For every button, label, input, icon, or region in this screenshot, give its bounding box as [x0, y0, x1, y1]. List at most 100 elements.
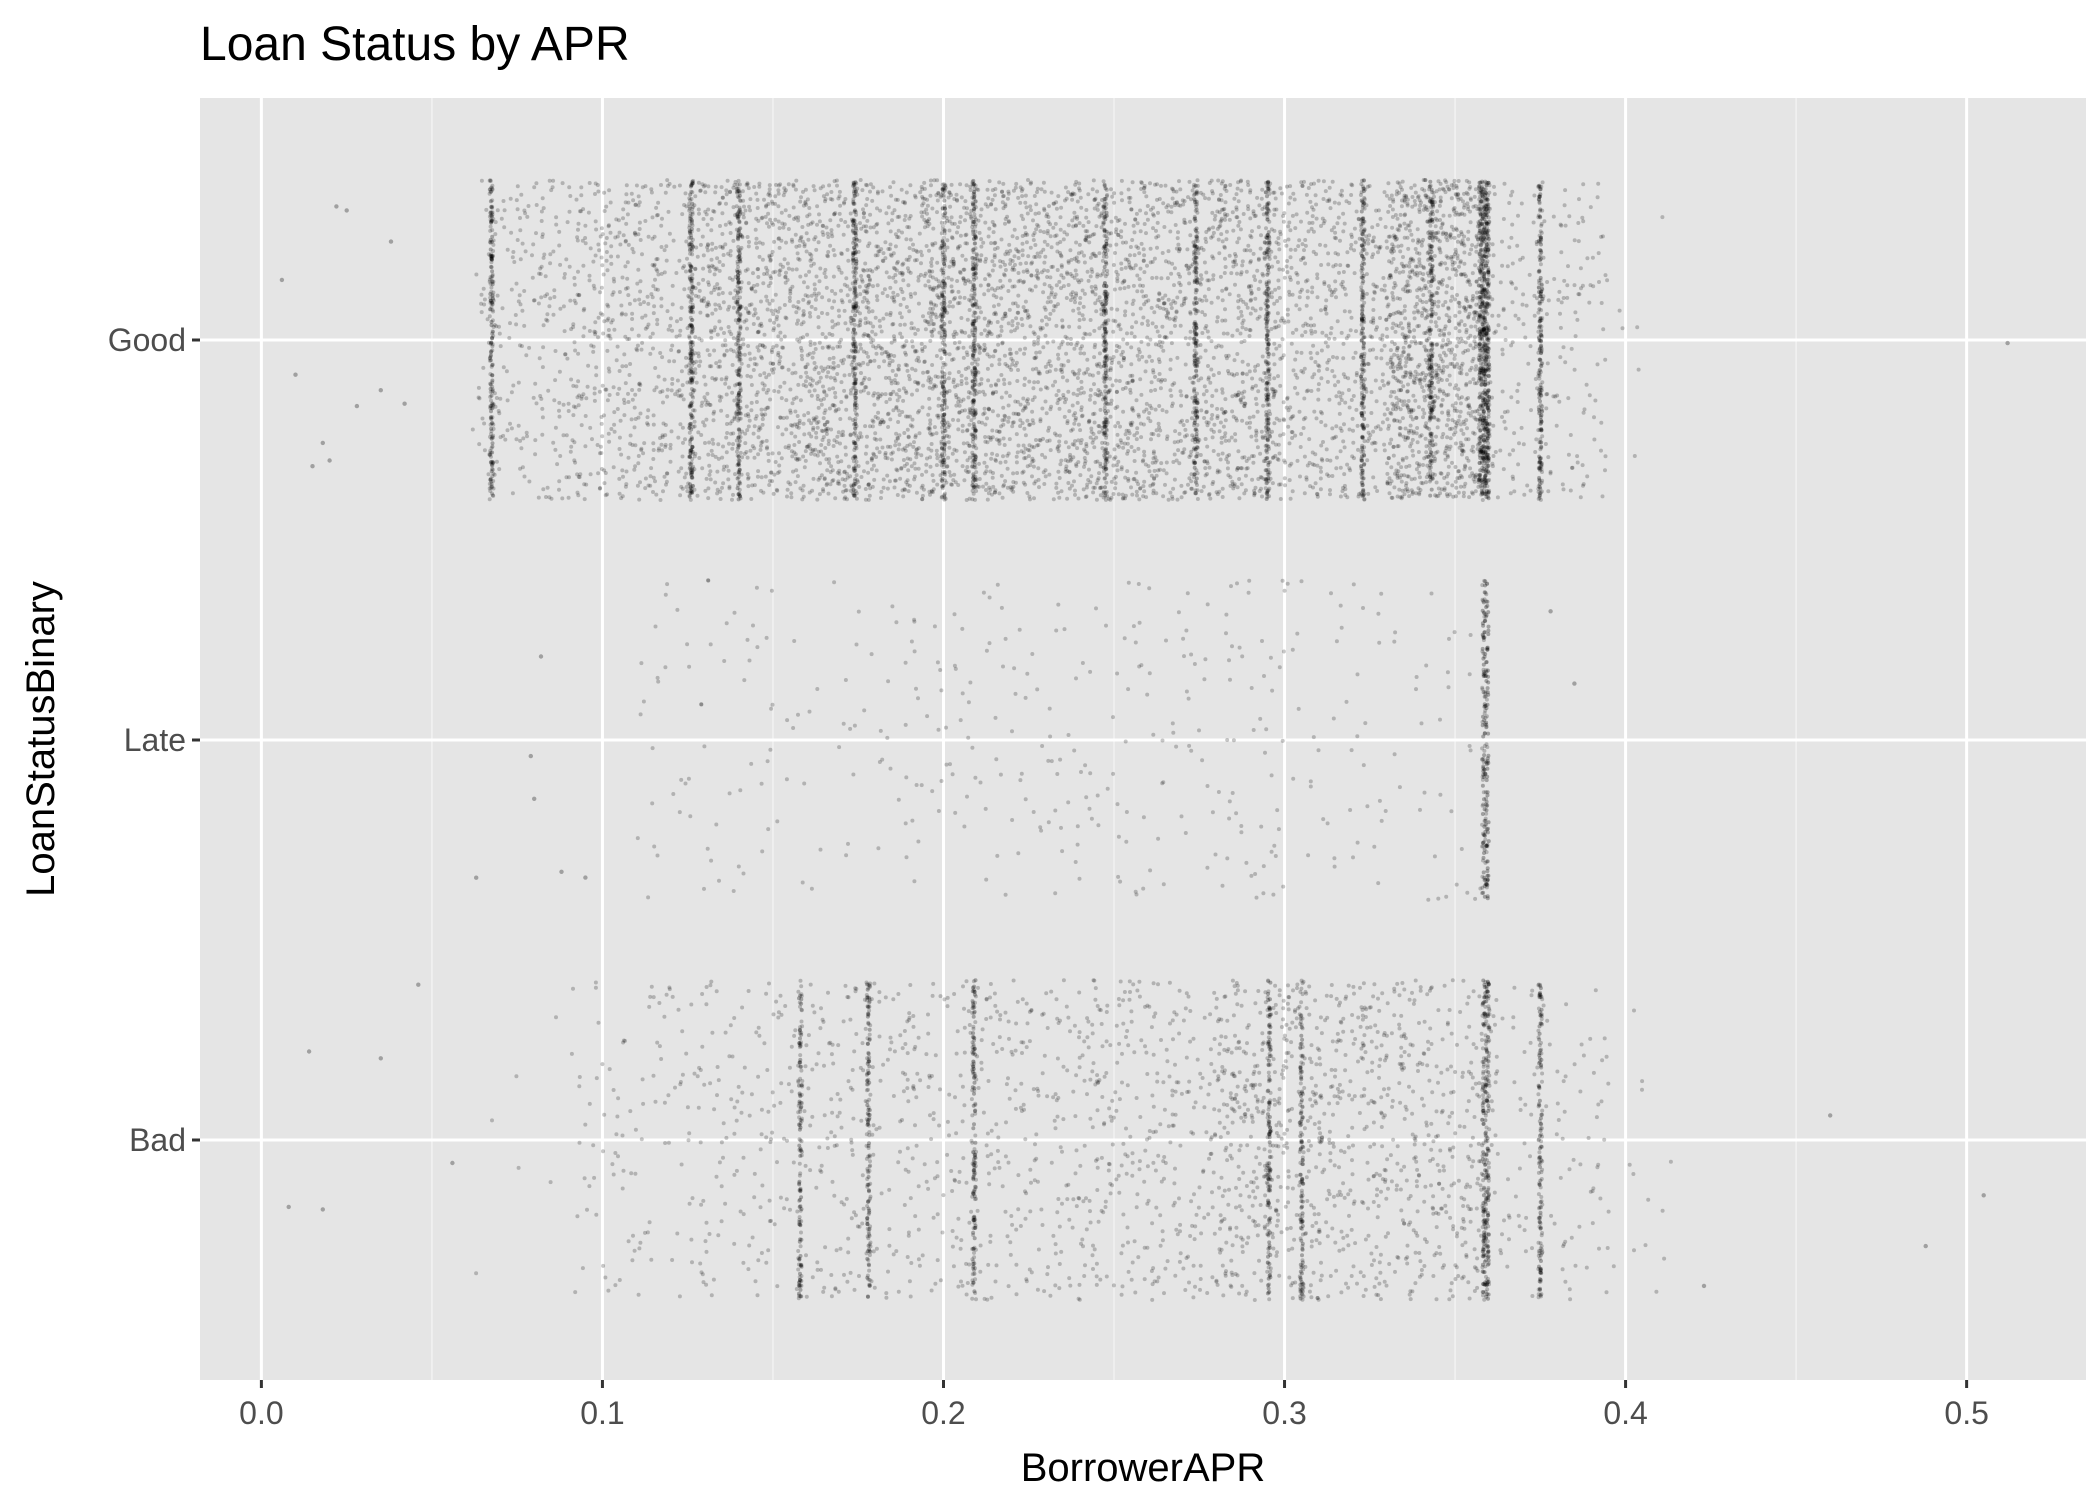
data-point [1239, 188, 1244, 193]
data-point [885, 473, 890, 478]
data-point [931, 306, 936, 311]
data-point [1486, 269, 1490, 274]
data-point [1235, 215, 1240, 220]
data-point [1391, 444, 1396, 449]
data-point [1229, 435, 1234, 440]
data-point [636, 194, 641, 199]
data-point [1511, 448, 1516, 453]
data-point [1136, 446, 1141, 451]
data-point [929, 183, 933, 188]
data-point [1417, 323, 1421, 328]
data-point [759, 407, 764, 412]
data-point [1396, 324, 1401, 329]
data-point [1453, 479, 1458, 484]
data-point [1432, 299, 1437, 304]
data-point [951, 380, 956, 385]
data-point [812, 388, 817, 393]
data-point [967, 407, 972, 412]
data-point [1389, 411, 1394, 416]
data-point [826, 442, 831, 447]
data-point [1593, 398, 1598, 403]
data-point [1380, 372, 1385, 377]
data-point [1433, 216, 1438, 221]
data-point [795, 414, 800, 418]
data-point [1056, 194, 1061, 199]
data-point [1154, 235, 1159, 240]
data-point [1409, 232, 1414, 237]
data-point [982, 348, 987, 353]
data-point [713, 184, 718, 189]
data-point [690, 237, 695, 242]
data-point [1299, 219, 1303, 224]
data-point [776, 191, 781, 196]
data-point [1010, 358, 1015, 363]
data-point [1146, 464, 1151, 469]
data-point [1020, 323, 1025, 328]
data-point [515, 207, 520, 212]
data-point [940, 186, 945, 191]
data-point [1194, 351, 1199, 356]
data-point [1248, 248, 1253, 253]
data-point [712, 409, 717, 414]
data-point [1040, 318, 1044, 323]
data-point [1132, 449, 1137, 454]
data-point [1220, 495, 1225, 499]
data-point [1437, 246, 1442, 251]
data-point [1241, 318, 1246, 323]
data-point [991, 484, 996, 489]
data-point [1462, 422, 1467, 426]
data-point [772, 389, 777, 393]
data-point [1231, 264, 1236, 269]
data-point [569, 377, 574, 382]
data-point [1134, 320, 1139, 325]
data-point [759, 216, 764, 221]
data-point [1138, 208, 1143, 213]
data-point [1482, 339, 1487, 344]
data-point [1428, 432, 1433, 437]
data-point [1462, 261, 1467, 266]
data-point [717, 268, 722, 273]
data-point [1016, 443, 1021, 448]
data-point [1359, 338, 1364, 343]
data-point [1141, 247, 1146, 252]
data-point [913, 368, 918, 373]
data-point [1058, 215, 1063, 220]
data-point [731, 336, 736, 341]
data-point [1359, 480, 1364, 485]
data-point [735, 463, 740, 468]
data-point [797, 243, 802, 248]
data-point [1309, 226, 1314, 231]
data-point [1330, 426, 1335, 431]
data-point [1507, 245, 1512, 250]
data-point [651, 441, 656, 446]
data-point [736, 443, 741, 448]
data-point [934, 354, 939, 358]
data-point [1160, 340, 1165, 345]
data-point [852, 291, 857, 295]
data-point [920, 493, 925, 498]
data-point [1475, 295, 1480, 300]
data-point [803, 379, 808, 384]
data-point [1480, 423, 1485, 428]
data-point [1468, 209, 1472, 214]
data-point [1405, 235, 1410, 240]
data-point [1417, 260, 1422, 265]
data-point [701, 253, 706, 258]
data-point [889, 193, 894, 198]
data-point [1466, 237, 1471, 242]
data-point [724, 201, 728, 206]
data-point [1397, 270, 1402, 275]
data-point [939, 356, 944, 361]
data-point [1234, 192, 1239, 197]
data-point [649, 190, 654, 195]
data-point [1399, 465, 1404, 470]
data-point [1225, 331, 1230, 336]
data-point [758, 447, 763, 452]
data-point [608, 200, 613, 205]
data-point [688, 299, 693, 304]
data-point [1103, 376, 1108, 381]
data-point [574, 197, 579, 202]
data-point [668, 446, 673, 451]
data-point [1033, 284, 1038, 289]
data-point [1334, 455, 1339, 460]
